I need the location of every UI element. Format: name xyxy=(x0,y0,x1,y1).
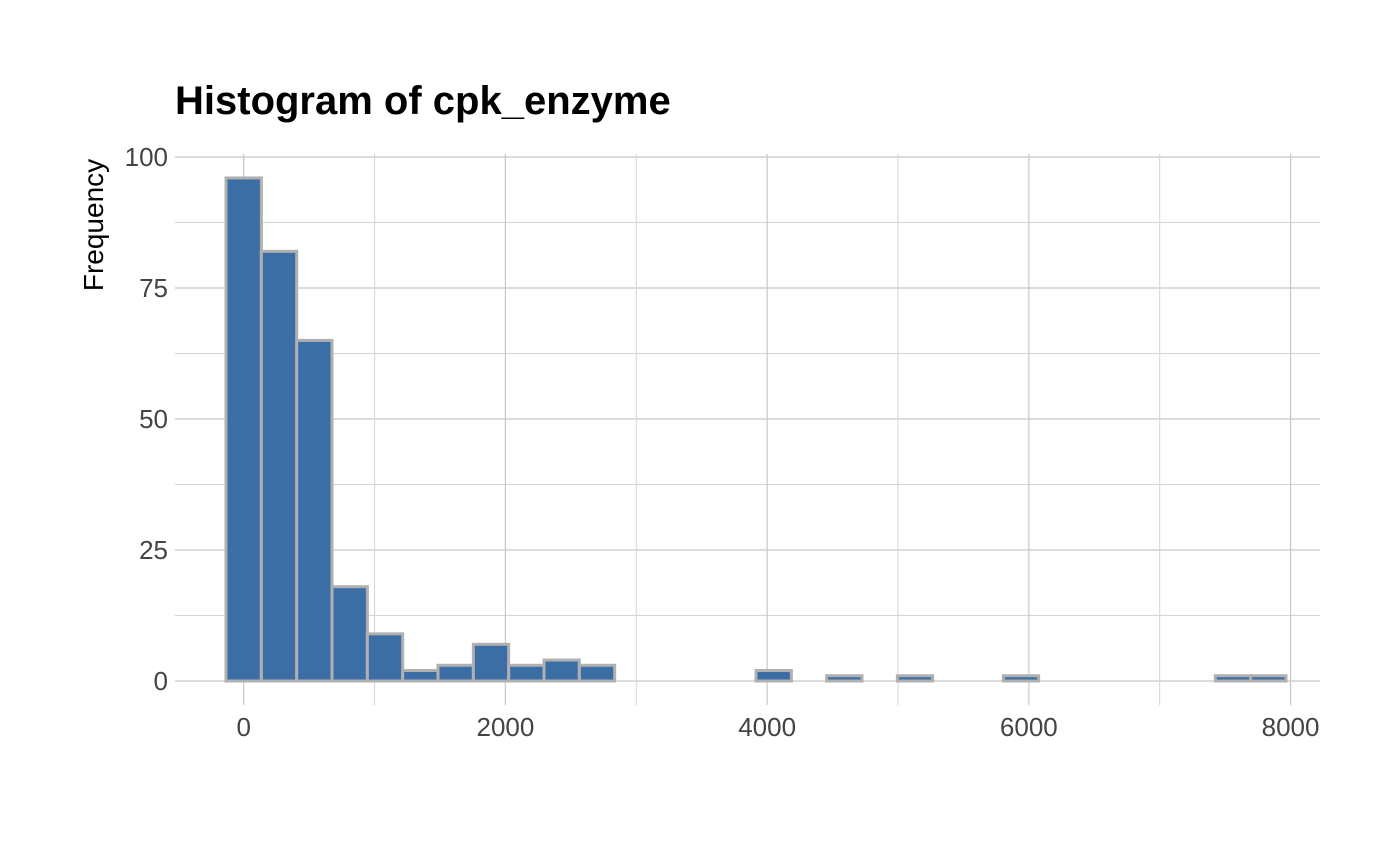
histogram-bar xyxy=(754,669,793,683)
x-tick-label: 6000 xyxy=(1000,712,1058,742)
histogram-bar xyxy=(330,585,369,683)
histogram-bar xyxy=(577,663,617,683)
x-tick-label: 0 xyxy=(236,712,250,742)
x-tick-label: 8000 xyxy=(1262,712,1320,742)
y-tick-label: 25 xyxy=(139,535,168,565)
x-tick-label: 2000 xyxy=(476,712,534,742)
y-tick-label: 0 xyxy=(154,666,168,696)
histogram-bar xyxy=(259,249,299,683)
histogram-bar xyxy=(436,663,475,683)
x-axis: 0 2000 4000 6000 8000 xyxy=(236,712,1319,742)
histogram-bar xyxy=(365,632,405,683)
histogram-bar xyxy=(471,642,511,683)
y-tick-label: 75 xyxy=(139,273,168,303)
histogram-bar xyxy=(825,674,864,683)
histogram-bar xyxy=(1249,674,1288,683)
y-tick-label: 100 xyxy=(125,142,168,172)
histogram-bar xyxy=(542,658,581,683)
histogram-bar xyxy=(401,669,440,683)
chart-title: Histogram of cpk_enzyme xyxy=(175,79,671,123)
histogram-bar xyxy=(1001,674,1041,683)
y-tick-label: 50 xyxy=(139,404,168,434)
histogram-bar xyxy=(224,176,263,683)
histogram-bar xyxy=(895,674,935,683)
bars-layer xyxy=(224,176,1288,683)
histogram-bar xyxy=(295,338,334,683)
x-tick-label: 4000 xyxy=(738,712,796,742)
y-axis-label: Frequency xyxy=(78,159,109,291)
histogram-bar xyxy=(1213,674,1253,683)
y-axis: 0 25 50 75 100 xyxy=(125,142,168,696)
histogram-bar xyxy=(507,663,546,683)
